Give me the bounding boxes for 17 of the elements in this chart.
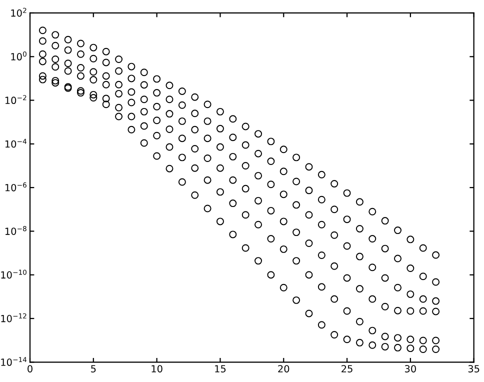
x-tick-label: 30 [404,365,416,372]
x-tick-label: 25 [342,365,352,372]
x-tick-label: 20 [278,365,290,372]
y-tick-label: 10$^{−2}$ [5,95,26,104]
y-tick-label: 10$^{−6}$ [5,182,26,192]
y-tick-label: 10$^{−10}$ [1,270,26,279]
y-tick-label: 10$^{−8}$ [5,226,26,235]
x-tick-label: 5 [91,365,96,372]
x-tick-label: 35 [468,365,480,372]
y-tick-label: 10$^{−14}$ [1,357,27,366]
y-tick-label: 10$^{−12}$ [1,313,26,322]
x-tick-label: 0 [28,365,32,372]
y-tick-label: 10$^{0}$ [11,51,26,60]
y-tick-label: 10$^{−4}$ [5,138,26,148]
y-tick-label: 10$^{2}$ [11,8,26,17]
x-tick-label: 10 [152,365,162,372]
x-tick-label: 15 [215,365,226,372]
